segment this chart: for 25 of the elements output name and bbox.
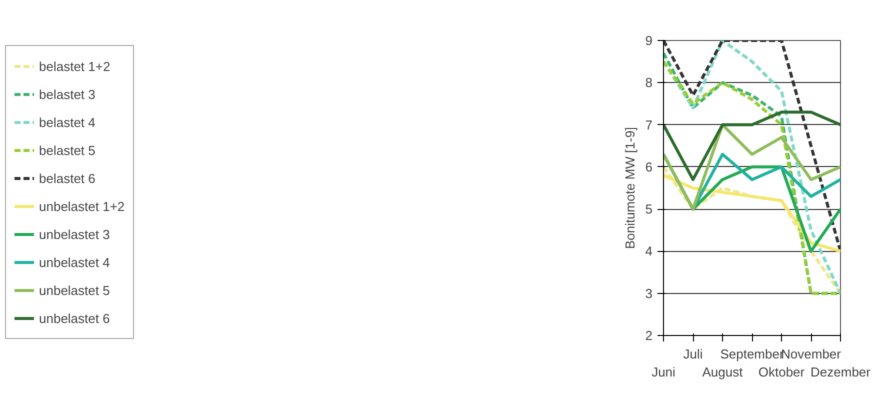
legend-label: belastet 5 xyxy=(39,142,96,160)
y-tick-label: 5 xyxy=(645,202,653,217)
x-tick-label: Oktober xyxy=(758,364,806,380)
line-series xyxy=(664,165,840,295)
legend-label: unbelastet 1+2 xyxy=(39,198,125,216)
y-tick-label: 3 xyxy=(645,286,653,301)
y-axis-title: Bonitumote MW [1-9] xyxy=(622,126,638,250)
y-tick-label: 4 xyxy=(645,244,653,259)
y-tick-label: 8 xyxy=(645,75,653,90)
y-tick-label: 6 xyxy=(645,159,653,174)
legend-label: belastet 1+2 xyxy=(39,58,110,76)
legend-label: unbelastet 4 xyxy=(39,254,110,272)
legend-label: unbelastet 3 xyxy=(39,226,110,244)
x-tick-label: Juni xyxy=(652,364,676,380)
x-tick-label: Juli xyxy=(683,346,703,362)
legend-label: unbelastet 5 xyxy=(39,282,110,300)
y-tick-label: 2 xyxy=(645,328,653,343)
x-tick-label: August xyxy=(702,364,744,380)
x-tick-label: Dezember xyxy=(810,364,872,380)
legend-label: unbelastet 6 xyxy=(39,310,110,328)
y-tick-label: 7 xyxy=(645,117,653,132)
legend-label: belastet 6 xyxy=(39,170,96,188)
legend-label: belastet 3 xyxy=(39,86,96,104)
legend-label: belastet 4 xyxy=(39,114,96,132)
y-tick-label: 9 xyxy=(645,33,653,48)
